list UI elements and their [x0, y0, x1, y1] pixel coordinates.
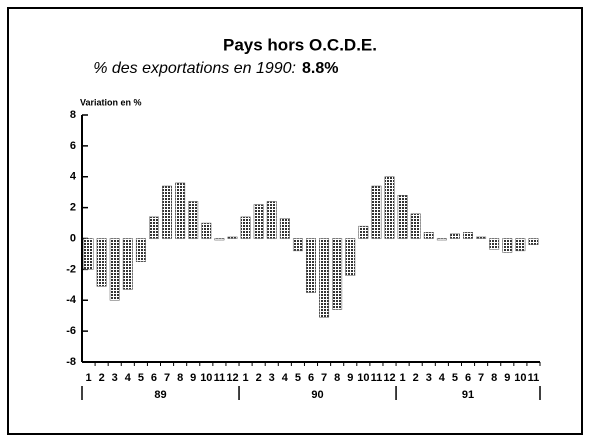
bar — [358, 225, 369, 239]
bar — [449, 233, 460, 239]
x-tick-label: 1 — [85, 372, 91, 384]
bar — [345, 238, 356, 276]
x-tick-label: 11 — [528, 372, 540, 384]
y-tick-label: 4 — [70, 171, 77, 183]
bar — [175, 182, 186, 239]
bar — [384, 176, 395, 239]
x-tick-label: 10 — [514, 372, 526, 384]
bar — [188, 201, 199, 239]
bar — [423, 232, 434, 239]
y-tick-label: -6 — [66, 325, 76, 337]
bar — [266, 201, 277, 239]
x-tick-label: 10 — [357, 372, 369, 384]
bar — [397, 195, 408, 239]
x-tick-label: 5 — [138, 372, 144, 384]
x-tick-label: 7 — [164, 372, 170, 384]
bar — [214, 238, 225, 241]
bar — [240, 216, 251, 239]
y-tick-label: 6 — [70, 140, 76, 152]
bar — [528, 238, 539, 245]
y-axis-label: Variation en % — [80, 97, 142, 107]
x-tick-label: 5 — [295, 372, 301, 384]
x-tick-label: 6 — [151, 372, 157, 384]
bar — [489, 238, 500, 250]
x-tick-label: 2 — [413, 372, 419, 384]
y-tick-label: -2 — [66, 263, 76, 275]
bar — [410, 213, 421, 239]
bar — [83, 238, 94, 270]
bar — [135, 238, 146, 262]
bar — [292, 238, 303, 252]
chart-subtitle-value: 8.8% — [302, 60, 338, 77]
x-tick-label: 9 — [347, 372, 353, 384]
bar — [332, 238, 343, 310]
x-tick-label: 11 — [214, 372, 226, 384]
bar — [279, 218, 290, 239]
x-tick-label: 9 — [504, 372, 510, 384]
x-tick-label: 4 — [439, 372, 446, 384]
x-tick-label: 4 — [282, 372, 289, 384]
x-tick-label: 6 — [308, 372, 314, 384]
y-tick-label: -8 — [66, 356, 76, 368]
bar — [162, 185, 173, 239]
x-tick-label: 11 — [371, 372, 383, 384]
bar — [306, 238, 316, 293]
x-tick-label: 6 — [465, 372, 471, 384]
x-tick-label: 8 — [491, 372, 497, 384]
bar — [149, 216, 159, 239]
x-tick-label: 2 — [256, 372, 262, 384]
bar — [476, 236, 487, 239]
x-tick-label: 8 — [177, 372, 183, 384]
y-tick-label: 8 — [70, 109, 76, 121]
frame — [7, 7, 583, 435]
x-tick-label: 4 — [125, 372, 132, 384]
chart-title: Pays hors O.C.D.E. — [223, 35, 377, 54]
x-tick-label: 3 — [426, 372, 432, 384]
y-tick-label: -4 — [66, 294, 77, 306]
x-tick-label: 5 — [452, 372, 458, 384]
x-tick-label: 9 — [190, 372, 196, 384]
bar — [436, 238, 447, 241]
x-tick-label: 12 — [383, 372, 395, 384]
bar — [515, 238, 526, 252]
x-group-label: 91 — [462, 389, 474, 401]
x-tick-label: 2 — [99, 372, 105, 384]
bar — [319, 238, 330, 318]
x-tick-label: 12 — [226, 372, 238, 384]
bar — [463, 232, 473, 239]
bar — [109, 238, 120, 301]
bar — [201, 222, 212, 239]
bar — [122, 238, 133, 290]
bar — [227, 236, 238, 239]
x-tick-label: 10 — [200, 372, 212, 384]
y-tick-label: 0 — [70, 232, 76, 244]
bar — [502, 238, 513, 253]
y-tick-label: 2 — [70, 202, 76, 214]
x-tick-label: 1 — [243, 372, 249, 384]
x-tick-label: 3 — [269, 372, 275, 384]
bar — [371, 185, 382, 239]
x-tick-label: 7 — [321, 372, 327, 384]
x-group-label: 89 — [154, 389, 166, 401]
chart-subtitle: % des exportations en 1990: — [93, 60, 296, 77]
x-tick-label: 1 — [400, 372, 406, 384]
x-tick-label: 3 — [112, 372, 118, 384]
x-group-label: 90 — [311, 389, 323, 401]
x-tick-label: 8 — [334, 372, 340, 384]
bar — [96, 238, 107, 287]
bar — [253, 204, 264, 239]
x-tick-label: 7 — [478, 372, 484, 384]
